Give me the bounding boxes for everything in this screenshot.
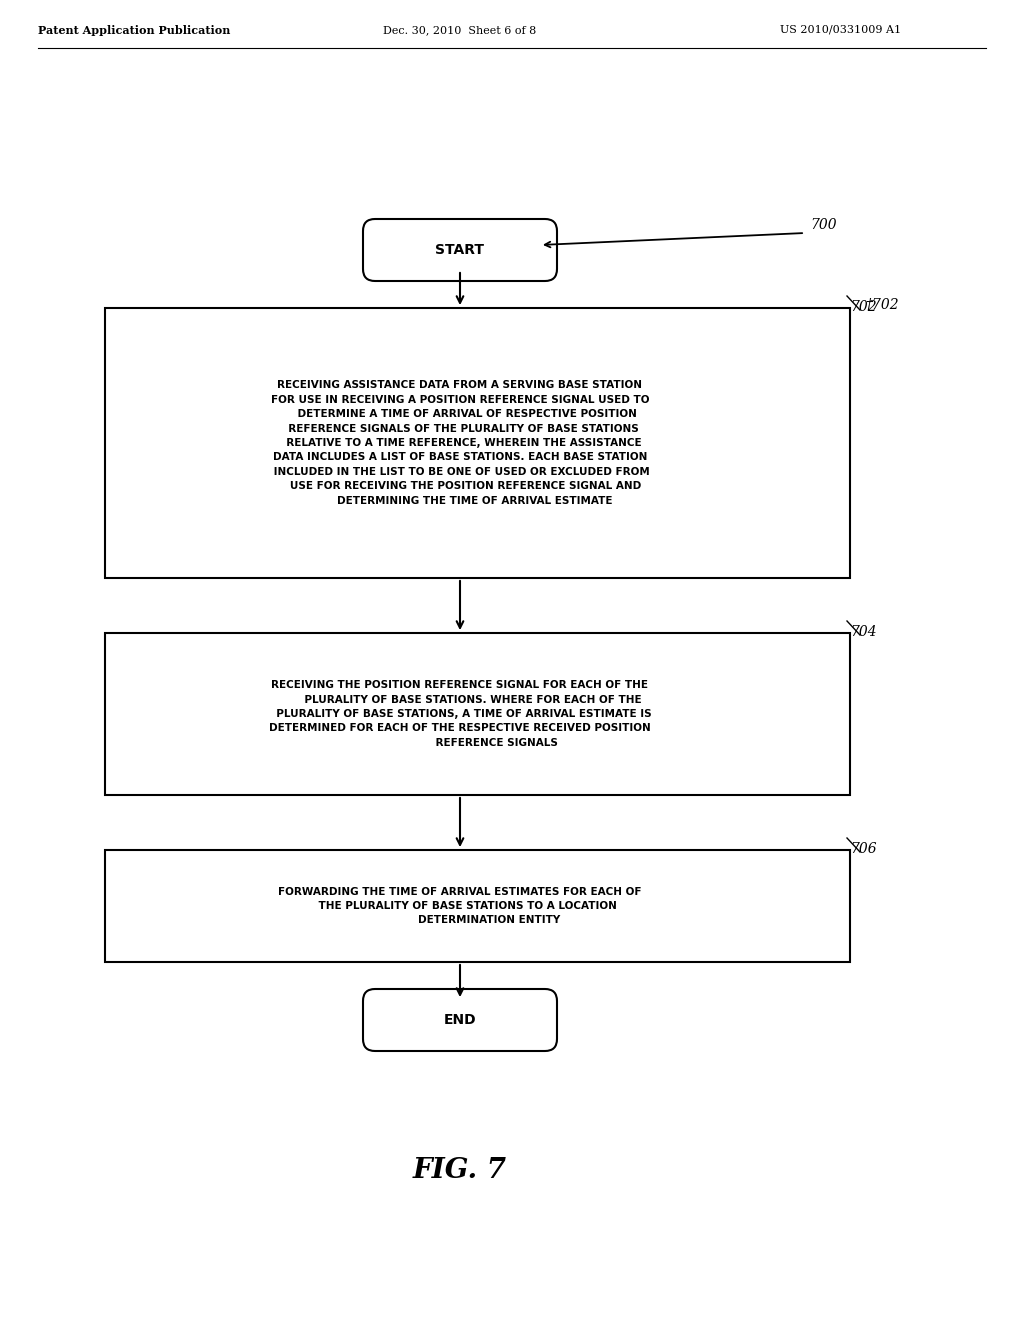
Text: END: END (443, 1012, 476, 1027)
Text: RECEIVING ASSISTANCE DATA FROM A SERVING BASE STATION
FOR USE IN RECEIVING A POS: RECEIVING ASSISTANCE DATA FROM A SERVING… (270, 380, 650, 506)
Text: 702: 702 (850, 300, 877, 314)
Text: ╲702: ╲702 (860, 298, 895, 314)
Bar (105, 308, 850, 578)
Text: FORWARDING THE TIME OF ARRIVAL ESTIMATES FOR EACH OF
    THE PLURALITY OF BASE S: FORWARDING THE TIME OF ARRIVAL ESTIMATES… (279, 887, 642, 925)
Text: 706: 706 (850, 842, 877, 855)
Text: RECEIVING THE POSITION REFERENCE SIGNAL FOR EACH OF THE
       PLURALITY OF BASE: RECEIVING THE POSITION REFERENCE SIGNAL … (268, 680, 651, 748)
Text: US 2010/0331009 A1: US 2010/0331009 A1 (780, 25, 901, 36)
Bar (105, 850, 850, 962)
FancyBboxPatch shape (362, 989, 557, 1051)
Text: Dec. 30, 2010  Sheet 6 of 8: Dec. 30, 2010 Sheet 6 of 8 (383, 25, 537, 36)
Text: 700: 700 (810, 218, 837, 232)
Text: 704: 704 (850, 624, 877, 639)
Text: Patent Application Publication: Patent Application Publication (38, 25, 230, 36)
FancyBboxPatch shape (362, 219, 557, 281)
Text: †702: †702 (865, 298, 899, 312)
Text: START: START (435, 243, 484, 257)
Bar (105, 634, 850, 795)
Text: FIG. 7: FIG. 7 (413, 1156, 507, 1184)
